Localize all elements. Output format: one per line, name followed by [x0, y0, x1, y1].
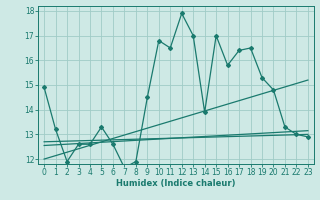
X-axis label: Humidex (Indice chaleur): Humidex (Indice chaleur) — [116, 179, 236, 188]
